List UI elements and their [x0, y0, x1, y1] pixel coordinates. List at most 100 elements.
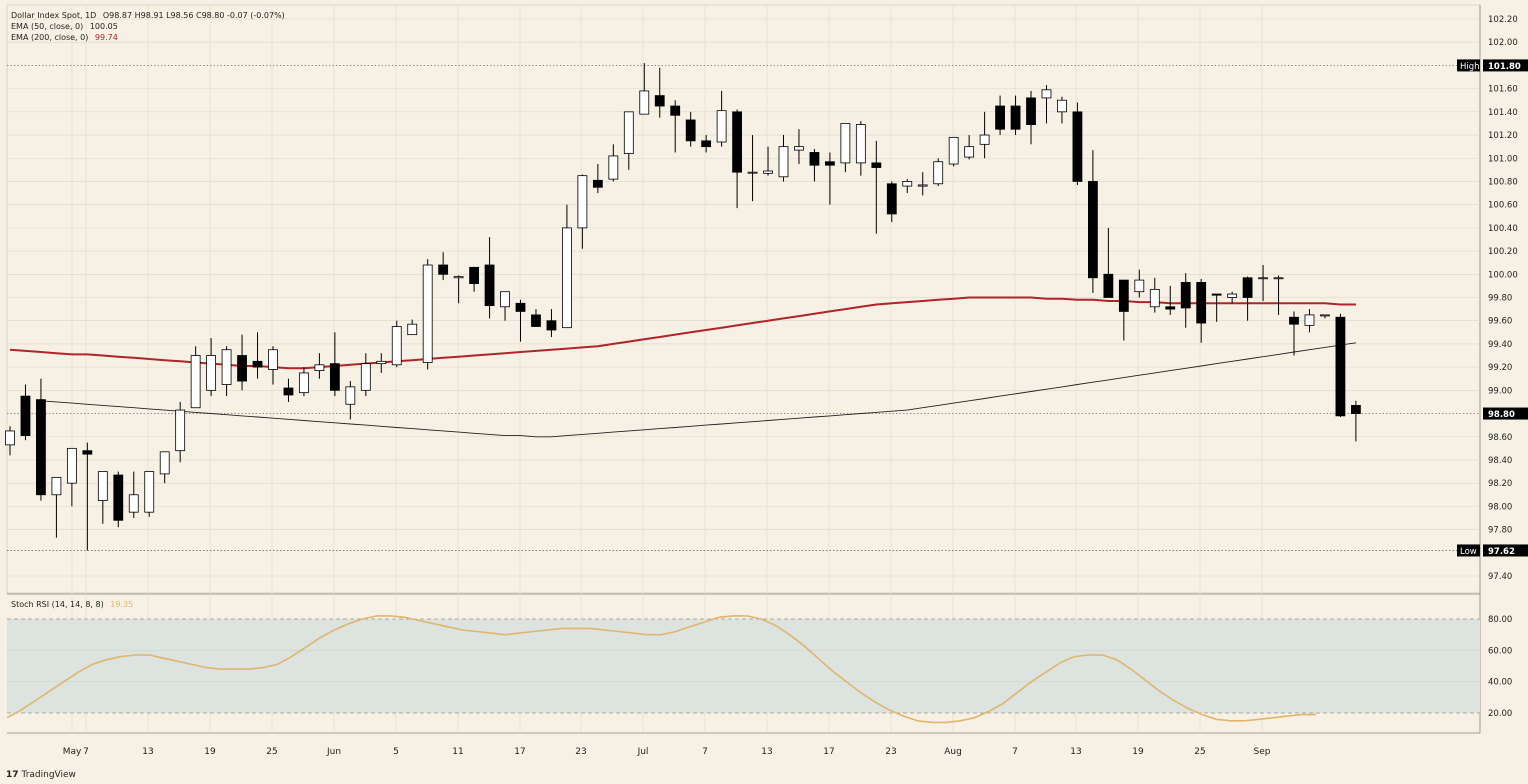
candle[interactable] — [376, 353, 387, 373]
candle[interactable] — [825, 152, 835, 205]
candle[interactable] — [515, 299, 526, 342]
candle[interactable] — [948, 136, 959, 167]
candle[interactable] — [221, 346, 232, 397]
candle[interactable] — [283, 378, 294, 402]
candle[interactable] — [608, 144, 619, 182]
candle[interactable] — [438, 252, 449, 281]
candle[interactable] — [190, 346, 201, 409]
candle[interactable] — [871, 140, 882, 234]
candle[interactable] — [237, 334, 247, 391]
candle[interactable] — [252, 332, 263, 379]
candle[interactable] — [36, 378, 46, 501]
candle[interactable] — [1196, 278, 1207, 343]
candle[interactable] — [840, 123, 851, 173]
candle[interactable] — [1258, 265, 1268, 301]
candle-body-up — [144, 471, 155, 513]
candle[interactable] — [268, 346, 278, 385]
candle[interactable] — [763, 146, 773, 176]
candle[interactable] — [144, 471, 155, 517]
candle[interactable] — [1026, 90, 1036, 145]
candle[interactable] — [66, 447, 77, 507]
candle-body-up — [917, 184, 928, 187]
candle[interactable] — [329, 332, 340, 397]
candle[interactable] — [20, 384, 31, 441]
candle[interactable] — [1273, 275, 1284, 315]
candle[interactable] — [422, 259, 433, 370]
candle[interactable] — [453, 275, 464, 304]
time-tick-label: 19 — [204, 747, 216, 757]
price-axis[interactable]: 102.20 102.00 101.60 101.40 101.20 101.00 100.… — [1457, 15, 1528, 719]
candle[interactable] — [979, 111, 990, 159]
candle[interactable] — [314, 353, 325, 379]
time-tick-label: Jul — [637, 747, 649, 757]
candle[interactable] — [577, 174, 588, 249]
candle[interactable] — [716, 90, 727, 147]
candle[interactable] — [51, 476, 62, 538]
candle[interactable] — [902, 179, 913, 194]
candle[interactable] — [654, 67, 665, 118]
time-tick-label: Aug — [944, 747, 962, 757]
candle[interactable] — [82, 442, 93, 551]
candle[interactable] — [732, 109, 742, 209]
candle[interactable] — [159, 451, 170, 484]
candle[interactable] — [360, 353, 371, 397]
candle[interactable] — [1149, 277, 1160, 313]
candle[interactable] — [685, 111, 696, 147]
candle-body-up — [577, 175, 588, 229]
candle[interactable] — [1350, 400, 1361, 442]
candle[interactable] — [546, 309, 557, 337]
candle[interactable] — [1103, 227, 1114, 298]
candle[interactable] — [1057, 96, 1067, 124]
candle[interactable] — [886, 181, 897, 223]
candle[interactable] — [469, 266, 480, 292]
candle[interactable] — [933, 158, 944, 187]
candle[interactable] — [1165, 285, 1176, 315]
candle[interactable] — [670, 100, 681, 153]
candle[interactable] — [1134, 269, 1145, 298]
candle[interactable] — [917, 172, 928, 196]
candle[interactable] — [964, 135, 975, 160]
candle[interactable] — [1180, 273, 1191, 328]
candle[interactable] — [747, 135, 758, 202]
candle-body-up — [840, 123, 851, 164]
candle[interactable] — [1088, 150, 1098, 293]
candle[interactable] — [794, 129, 804, 165]
candle[interactable] — [995, 95, 1005, 136]
candle[interactable] — [562, 204, 572, 329]
candle[interactable] — [206, 338, 217, 397]
candle[interactable] — [639, 63, 650, 115]
candle[interactable] — [391, 320, 402, 368]
candle[interactable] — [1242, 276, 1253, 321]
candle[interactable] — [1072, 102, 1083, 185]
candle[interactable] — [175, 401, 186, 463]
candle[interactable] — [592, 164, 603, 194]
candle[interactable] — [623, 111, 634, 170]
candle[interactable] — [1289, 311, 1299, 356]
candle[interactable] — [701, 135, 712, 153]
candle[interactable] — [1335, 313, 1346, 418]
candle[interactable] — [407, 319, 418, 336]
candle[interactable] — [1227, 291, 1238, 304]
candle[interactable] — [855, 121, 866, 176]
candle[interactable] — [809, 148, 820, 182]
candlesticks[interactable] — [5, 63, 1361, 551]
candle[interactable] — [128, 471, 139, 518]
candle[interactable] — [484, 237, 495, 319]
candle[interactable] — [500, 291, 510, 321]
candle[interactable] — [1211, 293, 1222, 322]
candle[interactable] — [345, 381, 356, 420]
candle[interactable] — [113, 471, 124, 528]
candle[interactable] — [531, 309, 541, 327]
candle[interactable] — [1304, 309, 1315, 333]
candle[interactable] — [778, 135, 789, 182]
candle[interactable] — [1118, 279, 1129, 341]
candle[interactable] — [1320, 314, 1330, 319]
candle[interactable] — [5, 426, 15, 456]
tradingview-logo[interactable]: 17 TradingView — [6, 770, 76, 780]
candle[interactable] — [299, 367, 309, 397]
candle[interactable] — [1041, 85, 1052, 124]
candle[interactable] — [97, 471, 108, 524]
time-axis[interactable]: May 7 13 19 25 Jun 5 11 17 23 Jul 7 13 17 23 Aug 7 13 19 25… — [63, 747, 1271, 757]
candle[interactable] — [1010, 95, 1021, 136]
